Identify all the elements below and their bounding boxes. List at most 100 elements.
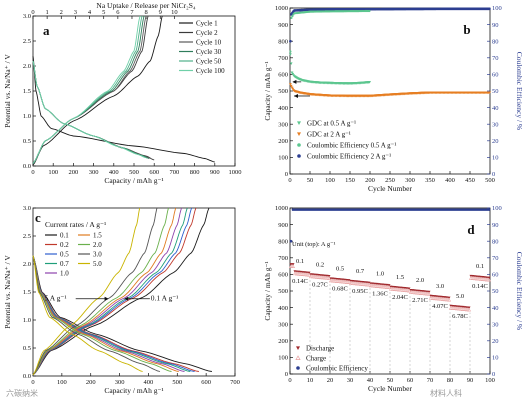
y2-axis-label: Coulombic Efficiency / %: [515, 252, 522, 330]
rate-label: 1.0: [376, 271, 384, 278]
rate-charge-0.7: [32, 207, 188, 376]
ce-point: [327, 208, 331, 211]
charge-point: [378, 284, 384, 289]
ce-point: [431, 208, 435, 211]
rate-label: 0.7: [356, 268, 365, 275]
x-tick-label: 200: [69, 169, 79, 176]
c-rate-label: 2.71C: [412, 297, 428, 304]
ce-point: [341, 208, 345, 211]
legend-label: Cycle 50: [196, 58, 222, 66]
rate-discharge-5.0: [32, 255, 143, 372]
ce-point: [355, 208, 359, 211]
ce-point: [433, 208, 437, 211]
ce-point: [349, 208, 353, 211]
ce-point: [443, 208, 447, 211]
series-charge-1: [32, 15, 163, 166]
series-discharge-4: [32, 60, 150, 159]
x-axis-label: Cycle Number: [368, 384, 412, 393]
charge-point: [348, 280, 354, 285]
ce-point: [347, 208, 351, 211]
charge-point: [360, 282, 366, 286]
legend-label: 5.0: [93, 260, 102, 268]
charge-point: [468, 276, 474, 280]
rate-charge-5.0: [32, 207, 141, 376]
x-tick-label: 0: [288, 377, 291, 384]
x-tick-label: 40: [367, 377, 374, 384]
x-tick-label: 100: [48, 169, 58, 176]
charge-point: [440, 297, 446, 301]
charge-point: [372, 283, 378, 288]
charge-point: [404, 288, 410, 293]
ce-point: [337, 208, 341, 211]
ce-point: [429, 208, 433, 211]
ce-point: [449, 208, 453, 211]
ce-point: [291, 208, 295, 211]
ce-point: [361, 208, 365, 211]
ce-point: [451, 208, 455, 211]
charge-point: [482, 277, 488, 282]
charge-point: [350, 281, 356, 285]
y2-tick-label: 60: [492, 72, 499, 79]
charge-point: [444, 297, 450, 302]
y-tick-label: 600: [278, 272, 288, 279]
y-tick-label: 100: [278, 355, 288, 362]
charge-point: [356, 281, 362, 286]
top-axis-label: Na Uptake / Release per NiCr₂S₄: [96, 1, 196, 10]
charge-point: [300, 272, 306, 276]
top-tick-label: 2: [60, 9, 63, 16]
charge-point: [422, 291, 428, 296]
x-tick-label: 0: [31, 169, 34, 176]
gdc-05A-point: [289, 53, 292, 56]
legend-label: Cycle 30: [196, 48, 222, 56]
y2-tick-label: 70: [492, 255, 499, 262]
charge-point: [426, 291, 432, 296]
legend-label: 0.7: [60, 260, 69, 268]
y-tick-label: 500: [278, 88, 288, 95]
legend-label: 2.0: [93, 241, 102, 249]
legend-label: Cycle 100: [196, 67, 225, 75]
x-tick-label: 450: [465, 177, 475, 184]
ce-point: [379, 208, 383, 211]
arrowhead: [104, 296, 109, 301]
legend-label: GDC at 2 A g⁻¹: [307, 131, 351, 139]
top-tick-label: 6: [116, 9, 120, 16]
y2-tick-label: 80: [492, 38, 499, 45]
charge-point: [396, 287, 402, 292]
ce-point: [331, 208, 335, 211]
legend-label: 0.2: [60, 241, 69, 249]
y-tick-label: 200: [278, 138, 288, 145]
ce-point: [295, 208, 299, 211]
ce-point: [323, 208, 327, 211]
x-tick-label: 100: [325, 177, 335, 184]
x-tick-label: 400: [445, 177, 455, 184]
legend-label: Coulombic Efficiency 2 A g⁻¹: [307, 153, 391, 161]
series-charge-5: [32, 15, 143, 164]
x-axis-label: Capacity / mAh g⁻¹: [104, 176, 163, 185]
ce-point: [359, 208, 363, 211]
ce-point: [487, 208, 491, 211]
ce-point: [475, 208, 479, 211]
ce-point: [461, 208, 465, 211]
y-tick-label: 1.5: [23, 289, 31, 296]
ce-point: [435, 208, 439, 211]
y2-axis-label: Coulombic Efficiency / %: [515, 52, 522, 130]
watermark-right: 材料人科: [430, 388, 462, 399]
charge-point: [434, 296, 440, 301]
unit-note: Unit (top): A g⁻¹: [292, 241, 336, 248]
y-tick-label: 1000: [275, 205, 288, 212]
charge-point: [354, 281, 360, 286]
charge-point: [386, 285, 392, 290]
legend-label: 0.1: [60, 232, 69, 240]
rate-discharge-0.5: [32, 255, 195, 372]
y2-tick-label: 90: [492, 222, 499, 229]
x-tick-label: 1000: [229, 169, 242, 176]
c-rate-label: 0.95C: [352, 288, 368, 295]
charge-point: [418, 291, 424, 295]
ce-point: [419, 208, 423, 211]
charge-point: [324, 275, 330, 280]
charge-point: [316, 275, 322, 279]
charge-point: [298, 272, 304, 276]
ce-point: [401, 208, 405, 211]
y2-tick-label: 80: [492, 238, 499, 245]
ce-point: [457, 208, 461, 211]
